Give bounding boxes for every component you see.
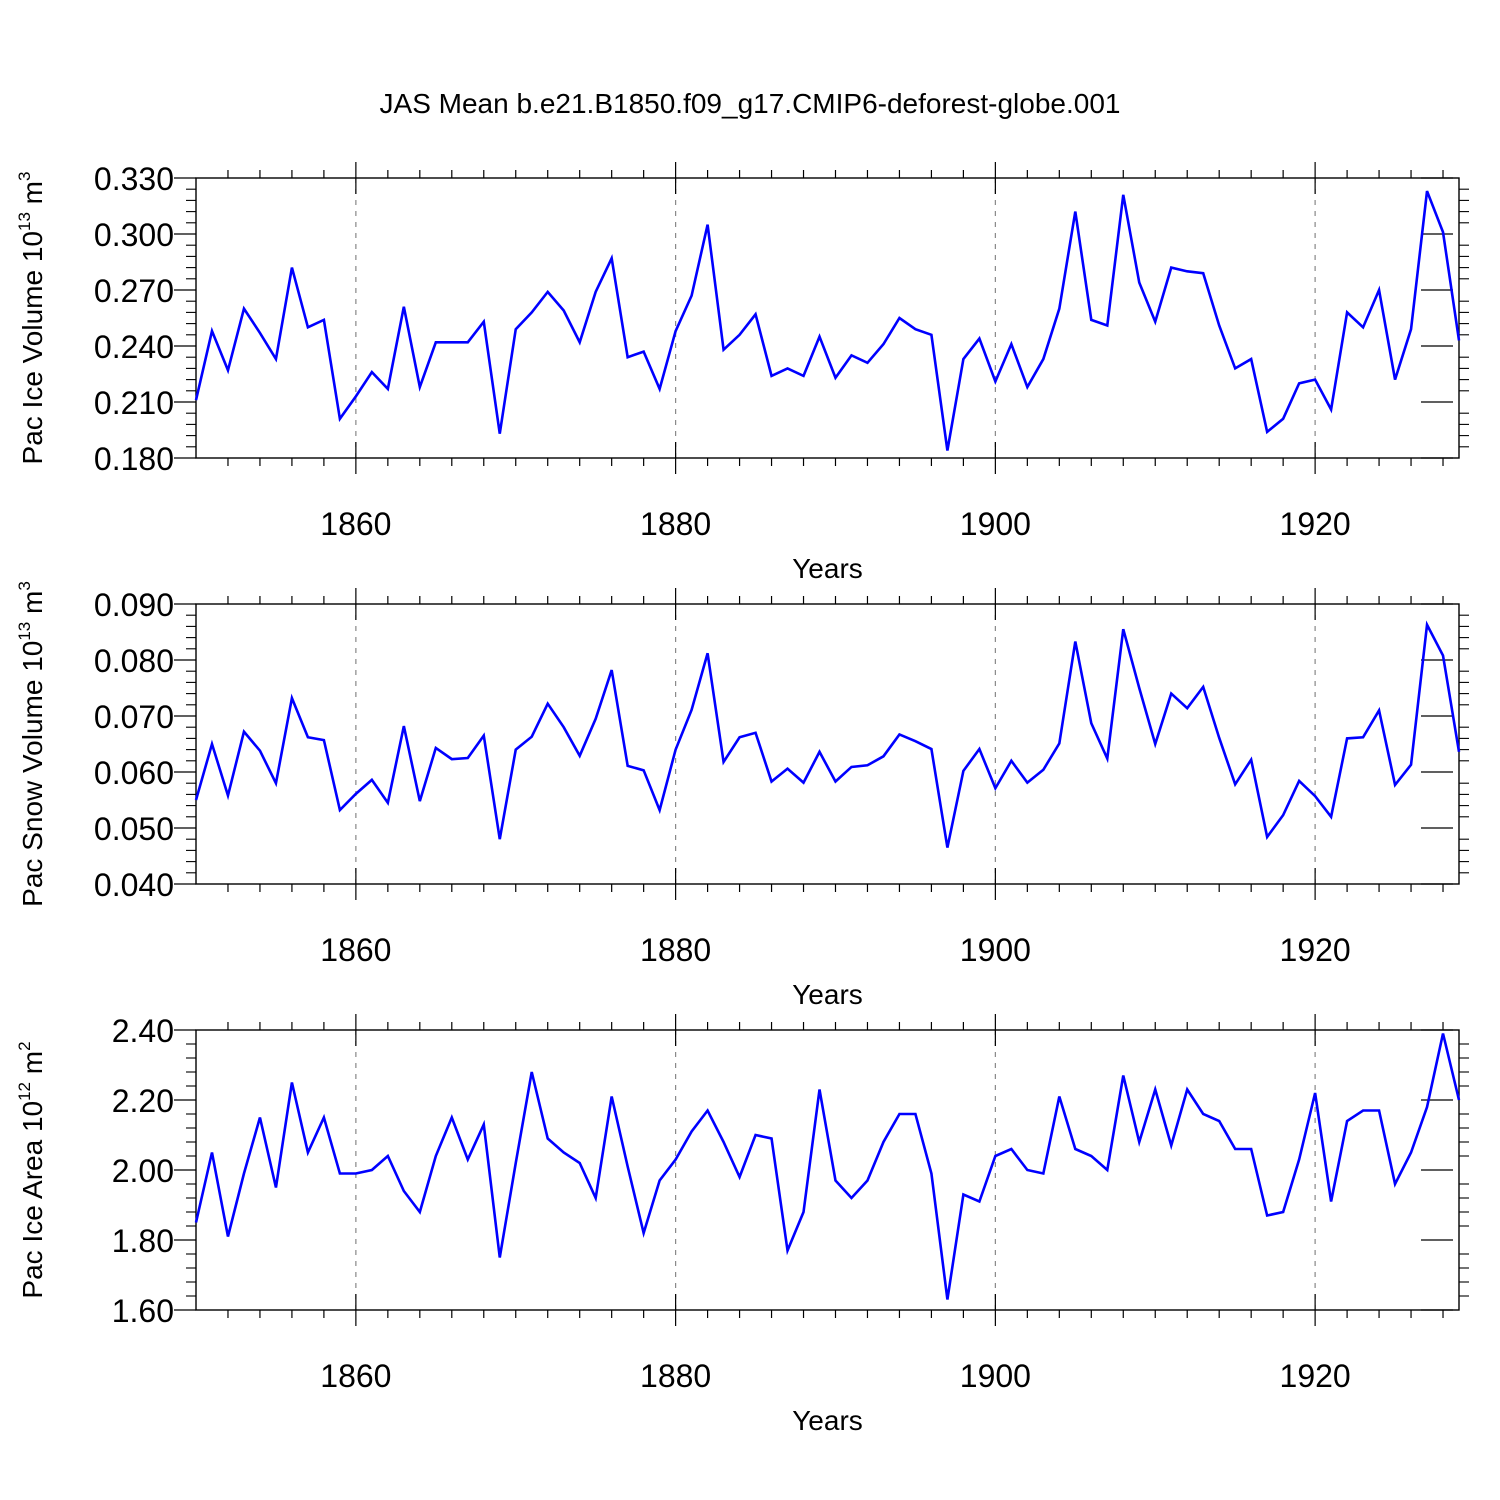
y-tick-label: 1.80 <box>112 1223 174 1259</box>
x-tick-label: 1900 <box>960 506 1031 542</box>
x-tick-label: 1920 <box>1280 1358 1351 1394</box>
y-axis-title-unit-text: m <box>17 1051 48 1082</box>
y-tick-label: 0.330 <box>94 161 174 197</box>
y-axis-title-exp: 13 <box>15 212 34 231</box>
y-axis-title-text: Pac Ice Volume 10 <box>17 231 48 464</box>
series-line <box>194 190 1461 451</box>
series-line <box>194 620 1461 848</box>
x-tick-label: 1860 <box>320 1358 391 1394</box>
y-tick-label: 2.00 <box>112 1153 174 1189</box>
x-axis-title: Years <box>792 1405 863 1436</box>
x-axis-title: Years <box>792 979 863 1010</box>
y-axis-title-unit-exp: 3 <box>15 172 34 181</box>
y-axis-title-unit-text: m <box>17 591 48 622</box>
y-tick-label: 0.090 <box>94 587 174 623</box>
y-axis-title-text: Pac Snow Volume 10 <box>17 641 48 907</box>
chart-title: JAS Mean b.e21.B1850.f09_g17.CMIP6-defor… <box>380 88 1121 119</box>
x-tick-label: 1860 <box>320 506 391 542</box>
y-tick-label: 0.300 <box>94 217 174 253</box>
y-tick-label: 0.080 <box>94 643 174 679</box>
plot-frame <box>195 603 1460 885</box>
y-axis-title-unit-exp: 2 <box>15 1041 34 1050</box>
y-axis-title: Pac Ice Volume 1013 m3 <box>15 172 48 465</box>
y-axis-title-exp: 12 <box>15 1082 34 1101</box>
y-axis-title-text: Pac Ice Area 10 <box>17 1101 48 1299</box>
y-tick-label: 0.070 <box>94 699 174 735</box>
y-axis-title-unit-text: m <box>17 181 48 212</box>
y-axis-title: Pac Ice Area 1012 m2 <box>15 1041 48 1298</box>
y-axis-title-unit-exp: 3 <box>15 581 34 590</box>
pac-ice-volume-panel: 1860 1880 1900 1920 0.180 0.210 0.240 0.270 0.30… <box>15 161 1475 584</box>
series-line <box>194 1033 1461 1300</box>
plot-frame <box>195 1029 1460 1311</box>
y-tick-label: 1.60 <box>112 1293 174 1329</box>
y-tick-label: 2.20 <box>112 1083 174 1119</box>
y-axis-title: Pac Snow Volume 1013 m3 <box>15 581 48 907</box>
x-axis-title: Years <box>792 553 863 584</box>
x-tick-label: 1880 <box>640 506 711 542</box>
pac-snow-volume-panel: 1860 1880 1900 1920 0.040 0.050 0.060 0.070 0.08… <box>15 581 1475 1010</box>
x-tick-label: 1920 <box>1280 506 1351 542</box>
y-tick-label: 0.210 <box>94 385 174 421</box>
y-tick-label: 0.050 <box>94 811 174 847</box>
y-tick-label: 2.40 <box>112 1013 174 1049</box>
plot-frame <box>195 177 1460 459</box>
x-tick-label: 1900 <box>960 1358 1031 1394</box>
y-tick-label: 0.240 <box>94 329 174 365</box>
pac-ice-area-panel: 1860 1880 1900 1920 1.60 1.80 2.00 2.20 2.40 Year… <box>15 1013 1475 1436</box>
y-tick-label: 0.270 <box>94 273 174 309</box>
x-tick-label: 1920 <box>1280 932 1351 968</box>
y-tick-label: 0.040 <box>94 867 174 903</box>
x-tick-label: 1880 <box>640 932 711 968</box>
y-axis-title-exp: 13 <box>15 622 34 641</box>
x-tick-label: 1900 <box>960 932 1031 968</box>
x-tick-label: 1880 <box>640 1358 711 1394</box>
x-tick-label: 1860 <box>320 932 391 968</box>
y-tick-label: 0.060 <box>94 755 174 791</box>
y-tick-label: 0.180 <box>94 441 174 477</box>
